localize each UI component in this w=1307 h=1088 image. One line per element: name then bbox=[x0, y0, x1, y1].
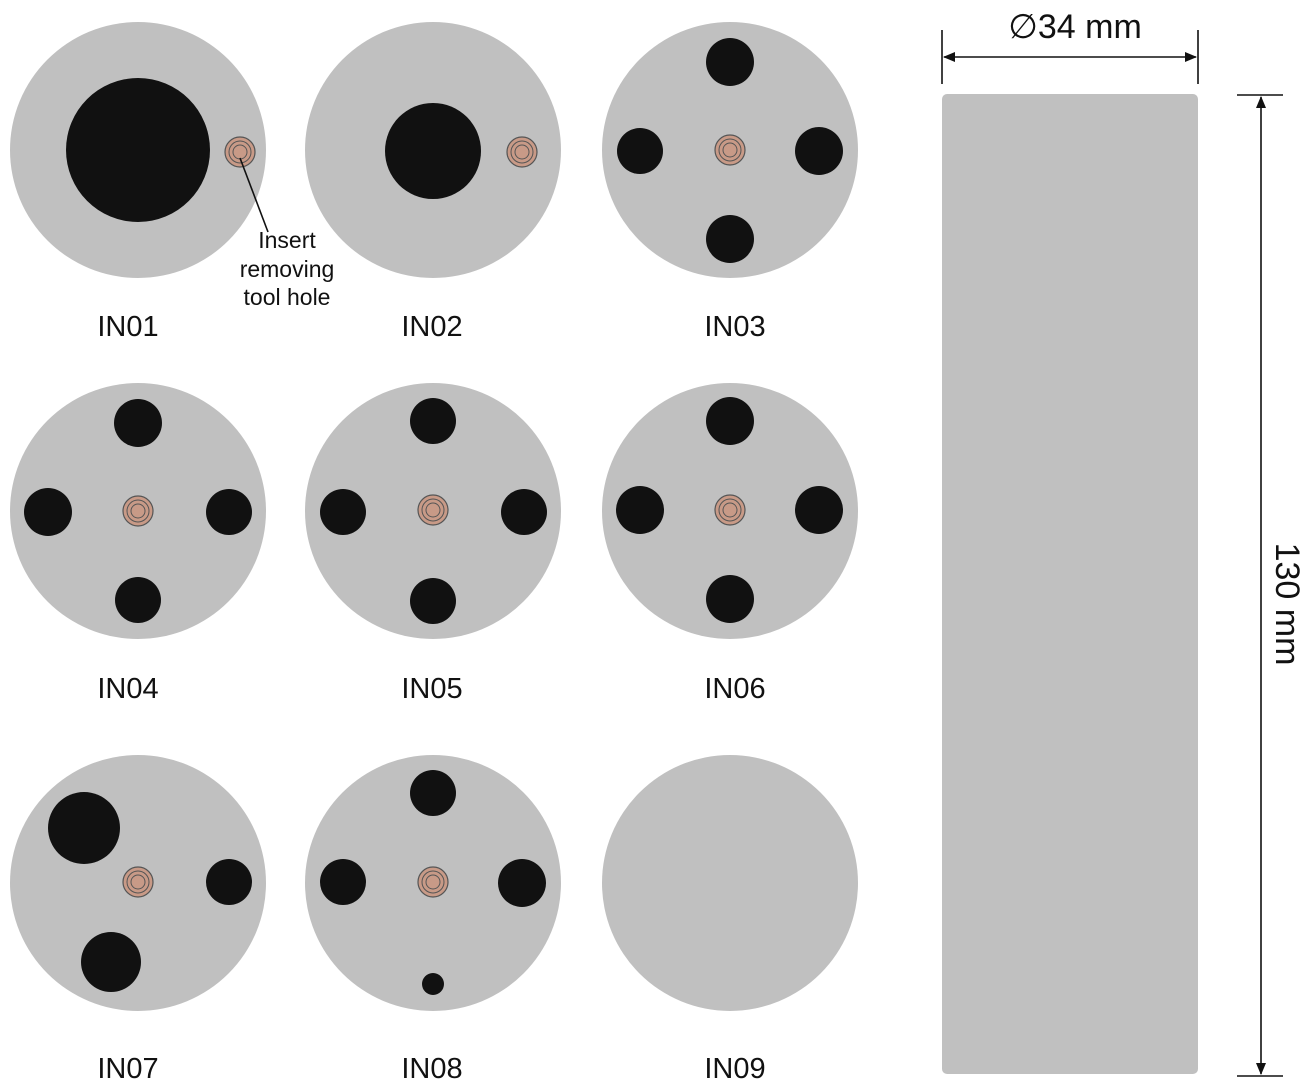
tool-hole bbox=[122, 495, 154, 527]
insert-hole bbox=[114, 399, 162, 447]
insert-in04 bbox=[10, 383, 266, 639]
insert-label-in08: IN08 bbox=[401, 1053, 462, 1083]
insert-labels: IN01 IN02 IN03 IN04 IN05 IN06 IN07 IN08 … bbox=[97, 311, 765, 1085]
insert-hole bbox=[320, 859, 366, 905]
tool-hole bbox=[417, 866, 449, 898]
tool-hole-ring bbox=[421, 498, 445, 522]
annotation-line-3: tool hole bbox=[244, 284, 331, 310]
height-label: 130 mm bbox=[1268, 543, 1306, 666]
insert-hole bbox=[706, 38, 754, 86]
insert-label-in01: IN01 bbox=[97, 311, 158, 343]
insert-label-in02: IN02 bbox=[401, 311, 462, 343]
insert-hole bbox=[795, 127, 843, 175]
tool-hole-inner bbox=[425, 502, 441, 518]
tool-hole-inner bbox=[514, 144, 530, 160]
insert-label-in03: IN03 bbox=[704, 311, 765, 343]
tool-hole-ring bbox=[718, 498, 742, 522]
cylinder-side-view: ∅34 mm 130 mm bbox=[941, 8, 1306, 1077]
insert-hole bbox=[81, 932, 141, 992]
insert-hole bbox=[706, 215, 754, 263]
tool-hole-inner bbox=[130, 503, 146, 519]
tool-hole bbox=[714, 494, 746, 526]
insert-label-in09: IN09 bbox=[704, 1053, 765, 1083]
insert-hole bbox=[706, 397, 754, 445]
tool-hole bbox=[506, 136, 538, 168]
insert-hole bbox=[410, 578, 456, 624]
insert-disks bbox=[10, 22, 858, 1011]
insert-in01 bbox=[10, 22, 266, 278]
cylinder-body bbox=[942, 94, 1198, 1074]
insert-hole bbox=[616, 486, 664, 534]
insert-in06 bbox=[602, 383, 858, 639]
tool-hole-ring bbox=[510, 140, 534, 164]
tool-hole-ring bbox=[421, 870, 445, 894]
insert-hole bbox=[795, 486, 843, 534]
tool-hole-inner bbox=[232, 144, 248, 160]
insert-label-in07: IN07 bbox=[97, 1053, 158, 1083]
insert-hole bbox=[410, 398, 456, 444]
tool-hole-inner bbox=[130, 874, 146, 890]
insert-hole bbox=[320, 489, 366, 535]
insert-hole bbox=[617, 128, 663, 174]
tool-hole-inner bbox=[722, 142, 738, 158]
tool-hole-ring bbox=[126, 870, 150, 894]
insert-in07 bbox=[10, 755, 266, 1011]
insert-hole bbox=[115, 577, 161, 623]
diameter-label: ∅34 mm bbox=[1008, 8, 1142, 46]
tool-hole-ring bbox=[718, 138, 742, 162]
insert-hole bbox=[206, 859, 252, 905]
tool-hole bbox=[714, 134, 746, 166]
insert-hole bbox=[422, 973, 444, 995]
tool-hole-inner bbox=[425, 874, 441, 890]
insert-in09 bbox=[602, 755, 858, 1011]
insert-in03 bbox=[602, 22, 858, 278]
insert-in08 bbox=[305, 755, 561, 1011]
tool-hole-ring bbox=[126, 499, 150, 523]
insert-hole bbox=[48, 792, 120, 864]
tool-hole bbox=[224, 136, 256, 168]
insert-hole bbox=[206, 489, 252, 535]
insert-in05 bbox=[305, 383, 561, 639]
tool-hole-annotation: Insert removing tool hole bbox=[239, 157, 335, 310]
tool-hole-inner bbox=[722, 502, 738, 518]
insert-label-in05: IN05 bbox=[401, 673, 462, 705]
insert-label-in04: IN04 bbox=[97, 673, 158, 705]
tool-hole bbox=[122, 866, 154, 898]
annotation-line-2: removing bbox=[240, 256, 335, 282]
insert-in02 bbox=[305, 22, 561, 278]
annotation-leader-line bbox=[239, 157, 269, 233]
insert-hole bbox=[24, 488, 72, 536]
tool-hole-ring bbox=[228, 140, 252, 164]
insert-hole bbox=[498, 859, 546, 907]
insert-hole bbox=[385, 103, 481, 199]
insert-hole bbox=[410, 770, 456, 816]
insert-hole bbox=[706, 575, 754, 623]
insert-hole bbox=[501, 489, 547, 535]
annotation-line-1: Insert bbox=[258, 227, 316, 253]
insert-disk bbox=[602, 755, 858, 1011]
insert-label-in06: IN06 bbox=[704, 673, 765, 705]
tool-hole bbox=[417, 494, 449, 526]
insert-hole bbox=[66, 78, 210, 222]
